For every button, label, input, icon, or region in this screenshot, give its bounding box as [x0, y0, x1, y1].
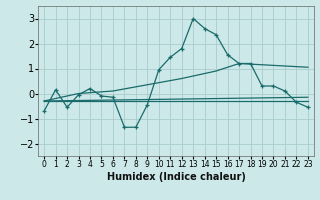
X-axis label: Humidex (Indice chaleur): Humidex (Indice chaleur): [107, 172, 245, 182]
